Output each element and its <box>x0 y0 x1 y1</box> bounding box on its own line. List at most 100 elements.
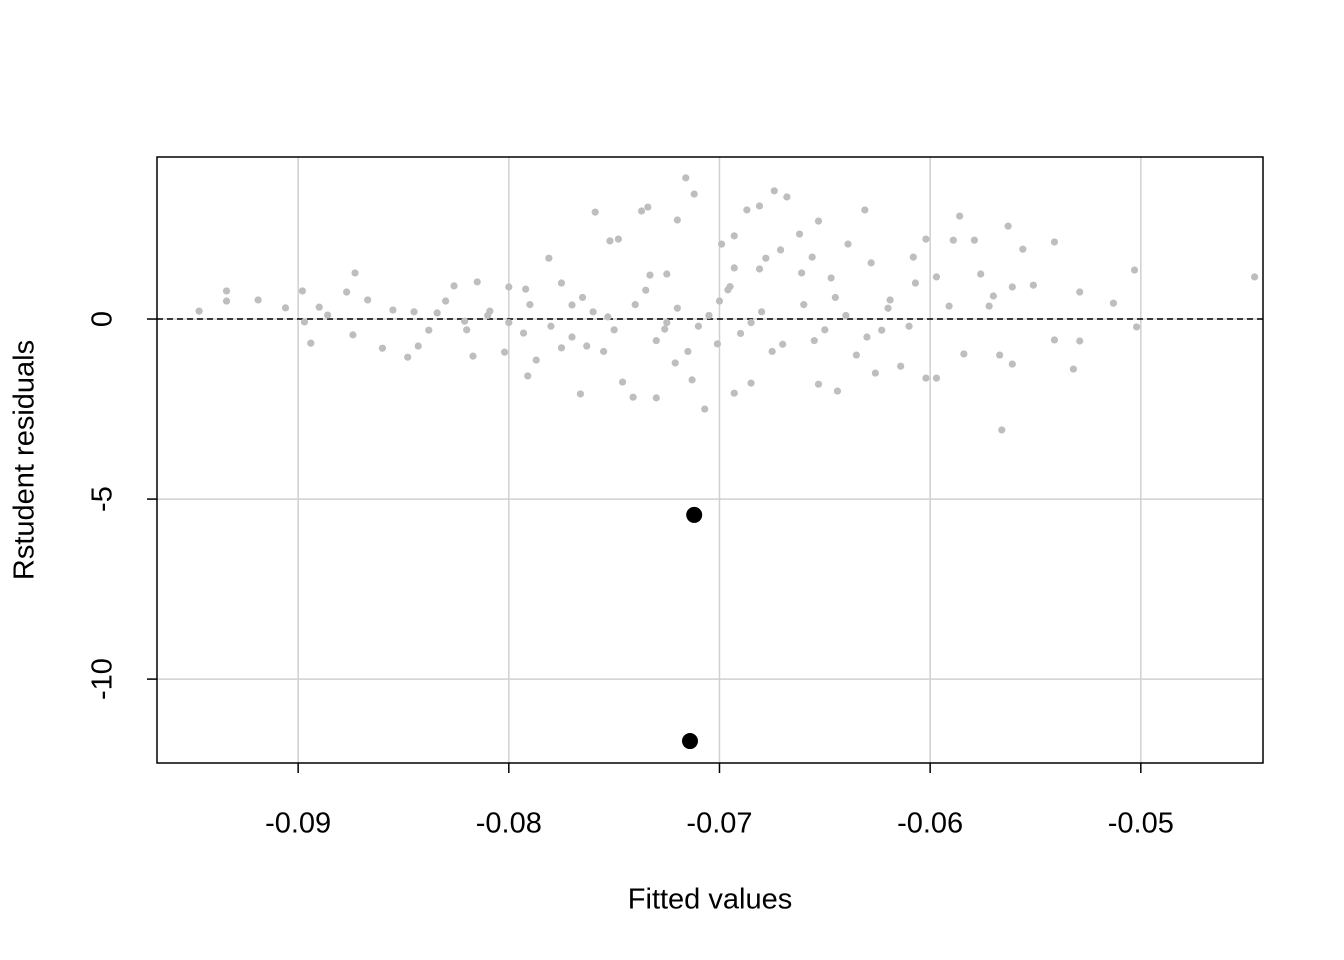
point <box>681 733 698 750</box>
point <box>298 287 306 295</box>
point <box>1019 245 1027 253</box>
point <box>705 311 713 320</box>
point <box>524 372 532 380</box>
point <box>831 293 839 302</box>
plot-frame <box>156 156 1264 764</box>
point <box>684 347 692 356</box>
point <box>736 329 745 338</box>
point <box>281 304 290 312</box>
point <box>701 405 709 413</box>
y-tick-label: -10 <box>87 658 119 700</box>
point <box>532 356 540 364</box>
point <box>1076 337 1084 345</box>
point <box>1250 273 1259 281</box>
point <box>905 322 913 330</box>
point <box>522 285 530 293</box>
point <box>960 350 968 358</box>
point <box>827 274 835 282</box>
point <box>450 282 458 290</box>
point <box>484 311 492 320</box>
point <box>222 297 231 305</box>
point <box>671 359 679 367</box>
point <box>932 374 941 382</box>
point <box>897 362 905 370</box>
point <box>814 217 823 225</box>
point <box>663 270 671 278</box>
x-tick-label: -0.09 <box>265 808 331 840</box>
point <box>442 297 450 305</box>
point <box>307 339 315 347</box>
point <box>884 304 892 312</box>
point <box>349 331 357 339</box>
point <box>776 246 785 254</box>
point <box>661 325 669 333</box>
point <box>606 237 614 245</box>
point <box>547 322 555 330</box>
point <box>956 212 964 220</box>
point <box>922 374 930 382</box>
point <box>652 394 660 402</box>
point <box>730 232 738 240</box>
point <box>545 254 553 262</box>
point <box>758 308 766 316</box>
point <box>410 308 418 316</box>
point <box>755 202 764 210</box>
point <box>932 273 941 281</box>
point <box>557 279 566 287</box>
x-axis-label: Fitted values <box>628 884 792 916</box>
point <box>1130 266 1139 274</box>
point <box>814 380 823 388</box>
point <box>755 265 764 273</box>
point <box>844 240 852 248</box>
point <box>863 333 871 341</box>
point <box>414 342 422 350</box>
point <box>768 347 776 356</box>
point <box>557 344 566 352</box>
point <box>682 174 690 182</box>
x-tick-label: -0.07 <box>686 808 752 840</box>
point <box>526 301 534 309</box>
point <box>576 390 585 398</box>
point <box>646 271 654 279</box>
point <box>717 240 726 248</box>
point <box>694 322 703 330</box>
point <box>810 337 818 345</box>
point <box>663 319 671 327</box>
point <box>949 236 957 244</box>
point <box>473 278 481 286</box>
point <box>798 269 806 277</box>
point <box>1050 336 1059 344</box>
point <box>922 235 930 243</box>
point <box>867 259 875 267</box>
point <box>821 326 829 334</box>
point <box>911 279 920 287</box>
point <box>985 302 993 310</box>
y-axis-label: Rstudent residuals <box>9 340 41 580</box>
point <box>254 296 262 304</box>
point <box>195 307 203 315</box>
point <box>833 387 842 395</box>
point <box>747 319 755 327</box>
point <box>1008 283 1016 291</box>
point <box>351 269 359 277</box>
point <box>618 378 627 386</box>
x-tick-label: -0.06 <box>897 808 963 840</box>
point <box>642 286 650 294</box>
point <box>591 208 599 216</box>
point <box>1008 360 1016 368</box>
point <box>770 187 778 195</box>
point <box>1004 222 1012 230</box>
point <box>469 352 477 360</box>
point <box>747 379 755 387</box>
point <box>690 190 698 198</box>
point <box>652 337 660 345</box>
point <box>762 254 770 262</box>
point <box>644 203 652 211</box>
point <box>783 193 791 201</box>
point <box>389 306 397 314</box>
x-tick-label: -0.08 <box>476 808 542 840</box>
point <box>1029 281 1037 289</box>
point <box>378 344 387 352</box>
point <box>977 270 985 278</box>
